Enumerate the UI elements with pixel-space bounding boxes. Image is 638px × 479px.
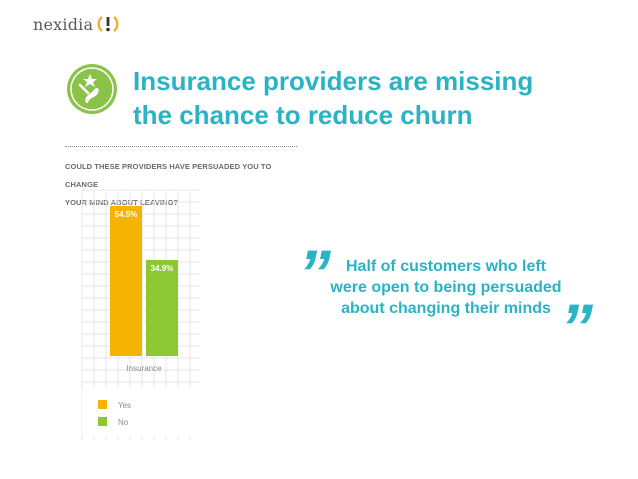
divider [65,146,297,147]
legend-swatch-no [98,417,107,426]
pull-quote: Half of customers who left were open to … [306,256,586,319]
legend-label-no: No [118,418,129,427]
headline: Insurance providers are missing the chan… [133,64,613,132]
data-label-no: 34.9% [151,264,174,273]
signal-mark-icon [97,16,119,32]
chart-bars [110,206,178,356]
running-figure-icon [67,64,117,114]
bar-no [146,259,178,356]
headline-line-2: the chance to reduce churn [133,100,473,130]
survey-question-line-1: COULD THESE PROVIDERS HAVE PERSUADED YOU… [65,162,272,189]
pull-quote-line-1: Half of customers who left [345,258,547,275]
open-quote-mark: ” [298,236,331,310]
chart-category-labels: Insurance [126,364,162,373]
chart-legend: Yes No [98,400,131,427]
legend-swatch-yes [98,400,107,409]
close-quote-mark: ” [560,290,593,364]
data-label-yes: 54.5% [115,210,138,219]
pull-quote-line-2: were open to being persuaded [330,279,562,296]
nexidia-logo: nexidia [33,12,119,36]
legend-label-yes: Yes [118,401,131,410]
pull-quote-line-3: about changing their minds [341,300,551,317]
legend-background [82,388,200,436]
bar-yes [110,206,142,356]
category-label: Insurance [126,364,162,373]
headline-line-1: Insurance providers are missing [133,66,534,96]
logo-wordmark: nexidia [33,14,94,34]
chart-bar-labels: 54.5% 34.9% [115,210,174,273]
